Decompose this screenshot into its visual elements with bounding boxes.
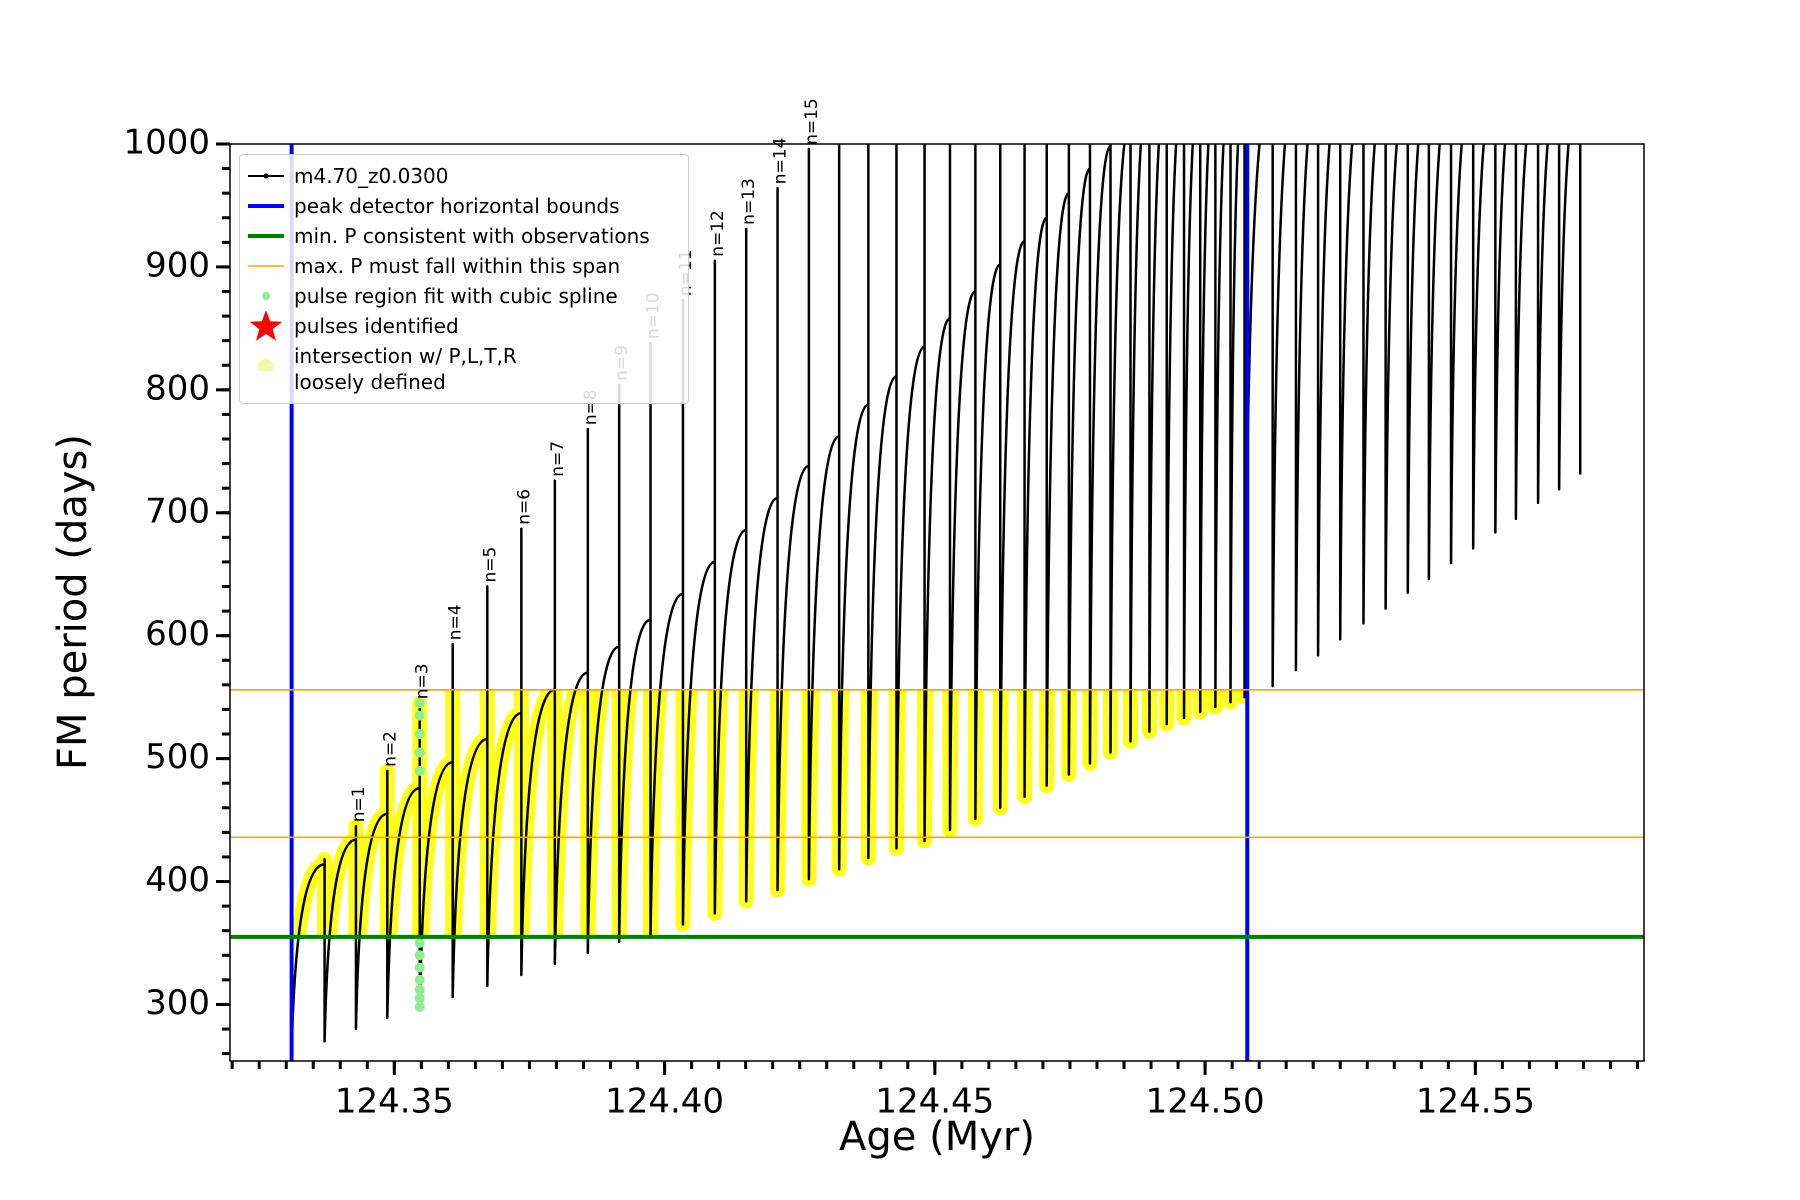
y-tick-label: 400 <box>145 860 210 900</box>
x-tick-label: 124.40 <box>605 1082 724 1122</box>
fit-point <box>414 747 425 758</box>
legend-entry: pulses identified <box>240 311 688 341</box>
legend-label: pulses identified <box>294 314 459 338</box>
fit-point <box>414 729 425 740</box>
x-tick-label: 124.35 <box>335 1082 454 1122</box>
legend-dot <box>263 173 269 179</box>
x-tick-label: 124.55 <box>1416 1082 1535 1122</box>
legend-marker <box>248 265 284 267</box>
pulse-label: n=6 <box>514 489 534 525</box>
fit-point <box>414 950 425 961</box>
pulse-label: n=1 <box>349 786 369 822</box>
legend-label: min. P consistent with observations <box>294 224 650 248</box>
legend-marker <box>248 234 284 238</box>
y-tick-label: 900 <box>145 245 210 285</box>
x-tick-label: 124.50 <box>1146 1082 1265 1122</box>
legend-entry: pulse region fit with cubic spline <box>240 281 688 311</box>
fit-point <box>414 710 425 721</box>
pulse-label: n=4 <box>446 604 466 640</box>
fit-point <box>414 698 425 709</box>
legend-entry: m4.70_z0.0300 <box>240 161 688 191</box>
pulse-label: n=12 <box>708 210 728 257</box>
fit-point <box>414 1001 425 1012</box>
fit-point <box>414 937 425 948</box>
legend-entry: min. P consistent with observations <box>240 221 688 251</box>
pulse-label: n=15 <box>802 98 822 145</box>
fit-point <box>414 984 425 995</box>
y-tick-label: 1000 <box>123 123 210 163</box>
legend-marker <box>248 204 284 208</box>
fit-point <box>414 765 425 776</box>
pulse-label: n=5 <box>480 547 500 583</box>
plot-frame <box>229 143 1645 1062</box>
legend-entry: peak detector horizontal bounds <box>240 191 688 221</box>
x-tick-label: 124.45 <box>875 1082 994 1122</box>
y-tick-label: 500 <box>145 737 210 777</box>
legend-marker <box>249 311 283 341</box>
pulse-label: n=3 <box>413 663 433 699</box>
legend-entry: max. P must fall within this span <box>240 251 688 281</box>
legend-label: max. P must fall within this span <box>294 254 621 278</box>
y-tick-label: 800 <box>145 368 210 408</box>
legend-label: intersection w/ P,L,T,R loosely defined <box>294 344 517 394</box>
legend-star <box>249 311 283 341</box>
legend-label: pulse region fit with cubic spline <box>294 284 618 308</box>
series-line <box>290 144 1582 1050</box>
y-tick-label: 600 <box>145 614 210 654</box>
legend-circle <box>258 359 274 371</box>
pulse-label: n=2 <box>380 731 400 767</box>
fit-point <box>414 974 425 985</box>
fit-point <box>414 962 425 973</box>
legend-dot <box>262 292 270 300</box>
x-axis-label: Age (Myr) <box>839 1114 1035 1160</box>
legend-marker <box>248 173 284 179</box>
pulse-label: n=14 <box>771 138 791 185</box>
legend-label: m4.70_z0.0300 <box>294 164 449 188</box>
y-tick-label: 700 <box>145 491 210 531</box>
legend-label: peak detector horizontal bounds <box>294 194 620 218</box>
pulse-label: n=13 <box>739 178 759 225</box>
legend-entry: intersection w/ P,L,T,R loosely defined <box>240 341 688 395</box>
pulse-label: n=7 <box>548 441 568 477</box>
legend-marker <box>262 292 270 300</box>
plot-area <box>290 144 1582 1050</box>
y-tick-label: 300 <box>145 983 210 1023</box>
fit-point <box>414 993 425 1004</box>
legend-marker <box>258 359 274 371</box>
y-axis-label: FM period (days) <box>50 434 96 770</box>
